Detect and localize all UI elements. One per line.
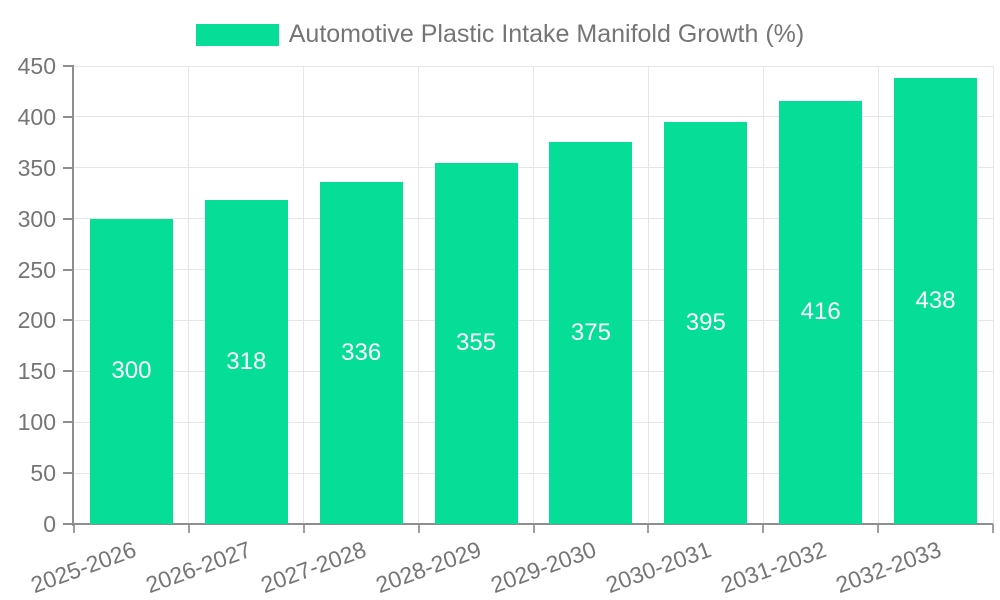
x-axis-line [72, 523, 993, 525]
y-axis-line [72, 66, 74, 526]
bar-value-label: 336 [341, 339, 382, 366]
x-tick [417, 524, 420, 533]
x-tick [302, 524, 305, 533]
x-tick-label: 2026-2027 [142, 536, 255, 599]
bar[interactable]: 355 [434, 162, 518, 524]
y-tick [63, 217, 74, 220]
bar-value-label: 375 [570, 319, 611, 347]
x-tick [532, 524, 535, 533]
x-tick-label: 2029-2030 [487, 536, 600, 599]
x-tick-label: 2025-2026 [27, 536, 140, 599]
v-gridline [992, 66, 994, 524]
y-tick [63, 472, 74, 475]
y-tick-label: 200 [17, 307, 56, 334]
x-tick [73, 524, 75, 533]
bar[interactable]: 318 [204, 200, 288, 524]
bar-value-label: 438 [915, 287, 956, 315]
bar-value-label: 355 [456, 329, 497, 357]
bar[interactable]: 300 [89, 218, 173, 524]
y-tick-label: 0 [43, 511, 56, 537]
v-gridline [188, 66, 190, 524]
bar-value-label: 416 [800, 298, 841, 326]
y-tick [63, 319, 74, 322]
bar[interactable]: 416 [779, 100, 863, 524]
y-tick [63, 370, 74, 373]
y-tick-label: 350 [17, 154, 56, 181]
x-tick [187, 524, 190, 533]
y-tick-label: 450 [17, 53, 56, 79]
bar-value-label: 395 [685, 308, 726, 336]
y-tick [63, 166, 74, 169]
y-tick [63, 268, 74, 271]
bar[interactable]: 336 [319, 182, 403, 524]
x-tick [762, 524, 765, 533]
x-tick [877, 524, 880, 533]
y-tick [63, 523, 74, 525]
y-tick [63, 421, 74, 424]
v-gridline [877, 66, 879, 524]
bar[interactable]: 395 [664, 121, 748, 524]
y-tick [63, 115, 74, 118]
y-tick [63, 65, 74, 67]
v-gridline [303, 66, 305, 524]
y-tick-label: 250 [17, 256, 56, 283]
y-tick-label: 50 [30, 460, 56, 487]
x-tick [992, 524, 994, 533]
bar-value-label: 300 [111, 357, 152, 385]
y-tick-label: 400 [17, 103, 56, 130]
bar[interactable]: 375 [549, 142, 633, 524]
y-tick-label: 100 [17, 409, 56, 436]
v-gridline [533, 66, 534, 524]
x-tick-label: 2031-2032 [716, 536, 830, 599]
legend-swatch [195, 23, 279, 46]
v-gridline [418, 66, 420, 524]
legend-label: Automotive Plastic Intake Manifold Growt… [288, 20, 805, 48]
y-tick-label: 150 [17, 358, 56, 385]
x-tick-label: 2032-2033 [831, 536, 945, 599]
legend[interactable]: Automotive Plastic Intake Manifold Growt… [0, 20, 1000, 49]
bar-value-label: 318 [226, 348, 267, 376]
x-tick-label: 2027-2028 [257, 536, 370, 599]
y-tick-label: 300 [17, 205, 56, 232]
x-tick [647, 524, 650, 533]
bar[interactable]: 438 [894, 78, 978, 524]
x-tick-label: 2030-2031 [602, 536, 715, 599]
v-gridline [647, 66, 649, 524]
v-gridline [762, 66, 764, 524]
x-tick-label: 2028-2029 [372, 536, 485, 599]
